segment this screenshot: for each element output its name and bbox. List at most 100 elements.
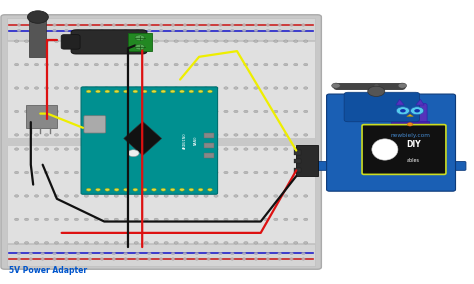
Circle shape — [142, 90, 147, 93]
Circle shape — [154, 171, 158, 174]
Circle shape — [15, 40, 19, 43]
Circle shape — [29, 252, 33, 254]
Circle shape — [214, 134, 218, 136]
Circle shape — [304, 63, 308, 66]
Circle shape — [293, 241, 298, 244]
Circle shape — [104, 87, 109, 89]
Circle shape — [244, 148, 248, 151]
Circle shape — [407, 123, 413, 126]
Circle shape — [273, 63, 278, 66]
Circle shape — [254, 241, 258, 244]
Circle shape — [142, 188, 147, 191]
Circle shape — [278, 258, 282, 260]
Circle shape — [104, 63, 109, 66]
Circle shape — [114, 188, 119, 191]
Circle shape — [96, 90, 100, 93]
Circle shape — [266, 258, 270, 260]
Circle shape — [144, 218, 148, 221]
Circle shape — [273, 110, 278, 113]
Circle shape — [214, 171, 218, 174]
Circle shape — [214, 87, 218, 89]
Circle shape — [64, 134, 69, 136]
Circle shape — [96, 188, 100, 191]
FancyBboxPatch shape — [84, 116, 106, 133]
Circle shape — [304, 195, 308, 197]
Circle shape — [264, 241, 268, 244]
Circle shape — [266, 24, 270, 26]
Bar — [294, 168, 301, 172]
Circle shape — [198, 90, 203, 93]
Circle shape — [94, 241, 99, 244]
Circle shape — [76, 24, 80, 26]
Circle shape — [25, 218, 29, 221]
Circle shape — [17, 252, 21, 254]
Circle shape — [88, 252, 92, 254]
Circle shape — [293, 110, 298, 113]
Circle shape — [147, 258, 151, 260]
Circle shape — [264, 134, 268, 136]
Circle shape — [84, 87, 89, 89]
Circle shape — [254, 24, 258, 26]
Circle shape — [100, 30, 104, 32]
Circle shape — [84, 148, 89, 151]
Polygon shape — [416, 99, 424, 105]
Circle shape — [104, 218, 109, 221]
Circle shape — [76, 258, 80, 260]
Circle shape — [230, 252, 234, 254]
Circle shape — [174, 218, 178, 221]
Circle shape — [124, 171, 128, 174]
Circle shape — [283, 110, 288, 113]
Circle shape — [219, 252, 222, 254]
Circle shape — [194, 148, 198, 151]
Circle shape — [17, 30, 21, 32]
Circle shape — [114, 148, 118, 151]
Circle shape — [244, 241, 248, 244]
Circle shape — [25, 63, 29, 66]
Circle shape — [152, 90, 156, 93]
Circle shape — [94, 110, 99, 113]
Circle shape — [17, 258, 21, 260]
Circle shape — [242, 24, 246, 26]
Circle shape — [171, 24, 175, 26]
Polygon shape — [407, 114, 413, 116]
Circle shape — [293, 87, 298, 89]
Circle shape — [204, 110, 208, 113]
Circle shape — [84, 40, 89, 43]
Circle shape — [183, 24, 187, 26]
Circle shape — [183, 258, 187, 260]
Circle shape — [64, 40, 69, 43]
Circle shape — [290, 258, 293, 260]
Circle shape — [264, 148, 268, 151]
Circle shape — [184, 110, 188, 113]
Circle shape — [104, 241, 109, 244]
Circle shape — [224, 87, 228, 89]
Circle shape — [114, 195, 118, 197]
Circle shape — [100, 24, 104, 26]
Circle shape — [214, 148, 218, 151]
Circle shape — [244, 63, 248, 66]
Circle shape — [15, 195, 19, 197]
Circle shape — [84, 241, 89, 244]
FancyBboxPatch shape — [451, 162, 466, 170]
Circle shape — [174, 134, 178, 136]
Circle shape — [242, 258, 246, 260]
Circle shape — [184, 63, 188, 66]
Circle shape — [273, 171, 278, 174]
Circle shape — [224, 218, 228, 221]
Circle shape — [25, 87, 29, 89]
Circle shape — [124, 188, 128, 191]
Circle shape — [164, 195, 168, 197]
Circle shape — [301, 252, 305, 254]
Circle shape — [114, 87, 118, 89]
Circle shape — [136, 252, 139, 254]
Circle shape — [194, 218, 198, 221]
Circle shape — [74, 148, 79, 151]
Circle shape — [224, 134, 228, 136]
Ellipse shape — [372, 139, 398, 160]
Circle shape — [214, 195, 218, 197]
Circle shape — [53, 258, 56, 260]
Circle shape — [84, 110, 89, 113]
Circle shape — [74, 87, 79, 89]
Circle shape — [144, 87, 148, 89]
Circle shape — [35, 134, 39, 136]
